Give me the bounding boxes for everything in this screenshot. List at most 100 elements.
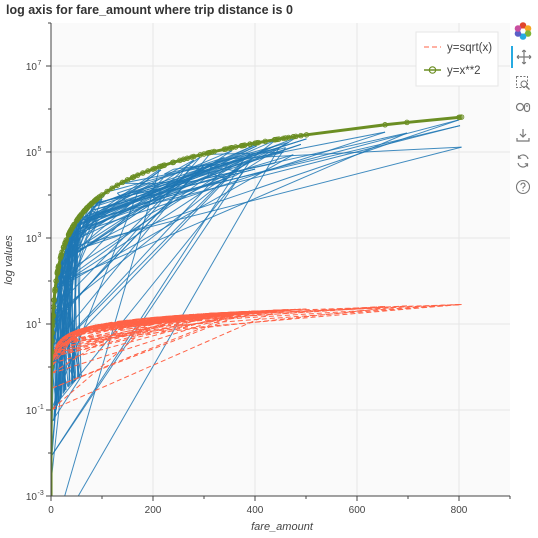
bokeh-logo-icon[interactable] bbox=[512, 20, 534, 42]
square-point bbox=[177, 157, 183, 164]
legend-box bbox=[415, 31, 499, 87]
square-point bbox=[104, 188, 110, 195]
square-point bbox=[51, 364, 55, 370]
sqrt-line-segment bbox=[51, 335, 67, 364]
sqrt-line-segment bbox=[85, 310, 250, 329]
legend-marker-square bbox=[428, 66, 437, 74]
square-point bbox=[262, 138, 268, 145]
square-point bbox=[119, 179, 126, 186]
sqrt-line-segment bbox=[70, 304, 462, 334]
sqrt-line-segment bbox=[57, 313, 208, 344]
y-tick-exponent: -1 bbox=[38, 404, 44, 411]
square-point bbox=[242, 142, 248, 148]
fare-line-segment bbox=[73, 220, 78, 382]
fare-line-segment bbox=[95, 143, 302, 210]
fare-line-segment bbox=[51, 376, 82, 424]
sqrt-line-segment bbox=[96, 311, 230, 326]
fare-line-segment bbox=[274, 147, 287, 164]
square-point bbox=[458, 114, 465, 120]
square-point bbox=[404, 119, 410, 126]
legend-label-sqrt: y=sqrt(x) bbox=[447, 42, 492, 54]
fare-amount-lines bbox=[51, 119, 462, 496]
square-point bbox=[293, 133, 299, 140]
box-zoom-icon[interactable] bbox=[512, 72, 534, 94]
fare-line-segment bbox=[77, 215, 82, 379]
fare-line-segment bbox=[86, 222, 98, 239]
x-tick-label: 600 bbox=[349, 505, 366, 516]
square-point bbox=[85, 204, 91, 210]
pan-icon[interactable] bbox=[511, 46, 535, 68]
fare-line-segment bbox=[152, 125, 461, 199]
square-point bbox=[51, 312, 56, 318]
legend-label-square: y=x**2 bbox=[447, 65, 481, 77]
fare-line-segment bbox=[86, 159, 195, 221]
fare-line-segment bbox=[84, 152, 266, 230]
square-point bbox=[247, 141, 253, 147]
fare-line-segment bbox=[133, 143, 259, 202]
square-point bbox=[134, 172, 141, 178]
fare-line-segment bbox=[231, 146, 462, 160]
square-point bbox=[109, 185, 115, 191]
y-tick-exponent: 3 bbox=[38, 232, 42, 239]
sqrt-line-segment bbox=[85, 304, 461, 329]
square-point bbox=[170, 159, 177, 166]
square-point bbox=[197, 152, 203, 158]
fare-line-segment bbox=[74, 139, 276, 229]
sqrt-line-segment bbox=[54, 323, 103, 349]
y-tick-label: 10 bbox=[26, 320, 38, 331]
wheel-zoom-icon[interactable] bbox=[512, 98, 534, 120]
sqrt-line-segment bbox=[231, 304, 462, 313]
plot-area[interactable] bbox=[51, 23, 510, 496]
sqrt-line-segment bbox=[55, 343, 58, 346]
sqrt-line-segment bbox=[57, 316, 164, 345]
sqrt-line-segment bbox=[52, 311, 230, 358]
fare-line-segment bbox=[51, 160, 251, 457]
sqrt-line-segment bbox=[152, 313, 194, 319]
fare-line-segment bbox=[54, 198, 103, 315]
reset-icon[interactable] bbox=[512, 150, 534, 172]
fare-line-segment bbox=[91, 209, 96, 214]
square-point bbox=[52, 288, 58, 294]
square-point bbox=[282, 135, 289, 141]
y-axis-label: log values bbox=[3, 235, 15, 285]
sqrt-line-segment bbox=[66, 311, 245, 336]
square-point bbox=[54, 268, 61, 274]
sqrt-line-segment bbox=[191, 311, 232, 316]
fare-line-segment bbox=[191, 150, 232, 169]
sqrt-line-segment bbox=[74, 329, 80, 332]
square-point bbox=[124, 177, 131, 183]
square-point bbox=[229, 144, 235, 151]
help-icon[interactable] bbox=[512, 176, 534, 198]
fare-line-segment bbox=[69, 181, 181, 258]
sqrt-line-segment bbox=[51, 311, 244, 374]
fare-line-segment bbox=[78, 154, 294, 219]
save-icon[interactable] bbox=[512, 124, 534, 146]
square-point bbox=[303, 132, 310, 138]
fare-line-segment bbox=[55, 160, 251, 289]
toolbar bbox=[509, 18, 537, 202]
y-tick-label: 10 bbox=[26, 492, 38, 503]
x-axis-ticks: 0 200 400 600 800 bbox=[48, 496, 511, 516]
sqrt-line-segment bbox=[74, 309, 276, 332]
square-point bbox=[211, 148, 217, 155]
fare-line-segment bbox=[77, 147, 280, 496]
square-point bbox=[51, 338, 55, 344]
square-point bbox=[255, 139, 262, 146]
y-tick-exponent: 1 bbox=[38, 318, 42, 325]
sqrt-line-segment bbox=[152, 304, 461, 319]
square-point bbox=[77, 212, 84, 219]
square-point bbox=[58, 252, 64, 258]
sqrt-line-segment bbox=[79, 308, 294, 331]
chart-title: log axis for fare_amount where trip dist… bbox=[6, 3, 293, 17]
sqrt-series bbox=[51, 304, 462, 411]
y-tick-label: 10 bbox=[26, 62, 38, 73]
fare-line-segment bbox=[52, 162, 230, 355]
square-point bbox=[209, 149, 215, 155]
fare-line-segment bbox=[96, 158, 232, 205]
sqrt-line-segment bbox=[65, 332, 71, 337]
square-point bbox=[140, 170, 146, 176]
square-point bbox=[55, 263, 62, 269]
x-tick-label: 800 bbox=[451, 505, 468, 516]
square-point bbox=[53, 278, 59, 284]
